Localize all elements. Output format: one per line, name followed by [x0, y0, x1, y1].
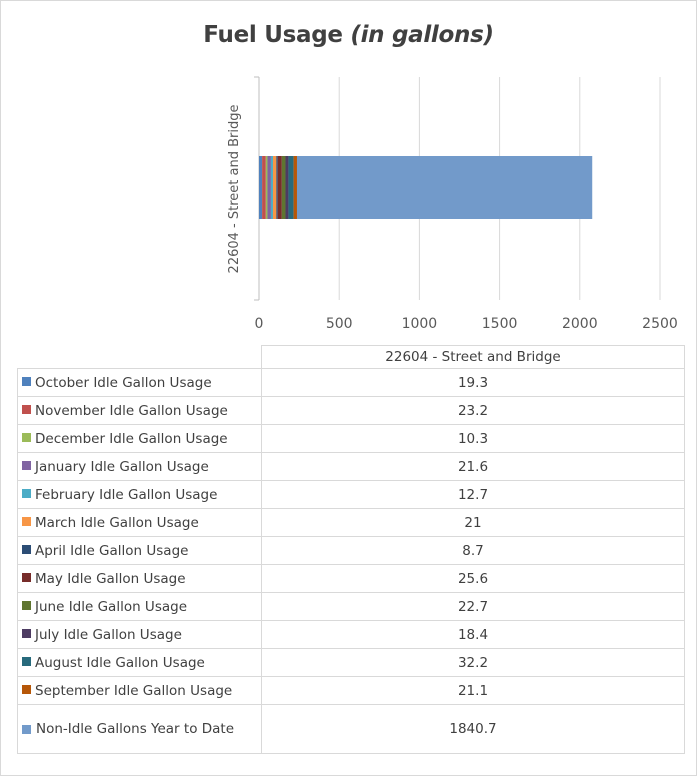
chart-title: Fuel Usage (in gallons) — [0, 22, 697, 48]
series-name-cell: April Idle Gallon Usage — [17, 536, 262, 565]
data-table-row: October Idle Gallon Usage 19.3 — [17, 368, 685, 397]
series-name-cell: October Idle Gallon Usage — [17, 368, 262, 397]
series-name-cell: May Idle Gallon Usage — [17, 564, 262, 593]
data-table-row: March Idle Gallon Usage 21 — [17, 508, 685, 537]
header-blank-cell — [17, 345, 262, 369]
series-name: June Idle Gallon Usage — [35, 598, 187, 615]
series-name: March Idle Gallon Usage — [35, 514, 199, 531]
series-name-cell: February Idle Gallon Usage — [17, 480, 262, 509]
series-name: October Idle Gallon Usage — [35, 374, 212, 391]
legend-swatch — [22, 656, 31, 666]
data-table-row: April Idle Gallon Usage 8.7 — [17, 536, 685, 565]
series-value: 21.1 — [261, 676, 685, 705]
series-value: 12.7 — [261, 480, 685, 509]
series-name-cell: August Idle Gallon Usage — [17, 648, 262, 677]
series-name: December Idle Gallon Usage — [35, 430, 228, 447]
data-table: 22604 - Street and Bridge October Idle G… — [17, 345, 685, 754]
x-tick-label: 2000 — [562, 316, 598, 332]
bar-segment — [281, 156, 286, 219]
series-value: 23.2 — [261, 396, 685, 425]
series-name-cell: September Idle Gallon Usage — [17, 676, 262, 705]
legend-swatch — [22, 488, 31, 498]
legend-swatch — [22, 684, 31, 694]
legend-swatch — [22, 516, 31, 526]
header-category: 22604 - Street and Bridge — [261, 345, 685, 369]
legend-swatch — [22, 460, 31, 470]
series-value: 21.6 — [261, 452, 685, 481]
series-value: 21 — [261, 508, 685, 537]
series-name: July Idle Gallon Usage — [35, 626, 182, 643]
series-value: 32.2 — [261, 648, 685, 677]
data-table-row: January Idle Gallon Usage 21.6 — [17, 452, 685, 481]
series-name-cell: January Idle Gallon Usage — [17, 452, 262, 481]
legend-swatch — [22, 572, 31, 582]
bar-segment — [272, 156, 277, 219]
series-name-cell: July Idle Gallon Usage — [17, 620, 262, 649]
series-name: May Idle Gallon Usage — [35, 570, 186, 587]
series-name: April Idle Gallon Usage — [35, 542, 189, 559]
data-table-row: June Idle Gallon Usage 22.7 — [17, 592, 685, 621]
bar-segment — [296, 156, 593, 219]
series-value: 22.7 — [261, 592, 685, 621]
data-table-header: 22604 - Street and Bridge — [17, 345, 685, 369]
series-value: 19.3 — [261, 368, 685, 397]
series-name-cell: March Idle Gallon Usage — [17, 508, 262, 537]
data-table-row: December Idle Gallon Usage 10.3 — [17, 424, 685, 453]
series-name: February Idle Gallon Usage — [35, 486, 218, 503]
plot-area: 0 500 1000 1500 2000 2500 22604 - Street and … — [227, 76, 678, 332]
data-table-row: Non-Idle Gallons Year to Date 1840.7 — [17, 704, 685, 754]
series-value: 8.7 — [261, 536, 685, 565]
data-table-row: September Idle Gallon Usage 21.1 — [17, 676, 685, 705]
bar-segment — [259, 156, 263, 219]
data-table-row: February Idle Gallon Usage 12.7 — [17, 480, 685, 509]
legend-swatch — [22, 725, 31, 734]
legend-swatch — [22, 544, 31, 554]
legend-swatch — [22, 628, 31, 638]
x-tick-label: 0 — [255, 316, 264, 332]
bar-segment — [285, 156, 289, 219]
legend-swatch — [22, 600, 31, 610]
series-value: 10.3 — [261, 424, 685, 453]
series-name: August Idle Gallon Usage — [35, 654, 205, 671]
chart-title-main: Fuel Usage — [203, 22, 343, 48]
series-name-cell: November Idle Gallon Usage — [17, 396, 262, 425]
bar-segment — [262, 156, 266, 219]
series-name-cell: December Idle Gallon Usage — [17, 424, 262, 453]
x-tick-label: 1500 — [482, 316, 518, 332]
series-value: 1840.7 — [261, 704, 685, 754]
chart-title-suffix: (in gallons) — [350, 22, 494, 48]
series-name-cell: June Idle Gallon Usage — [17, 592, 262, 621]
x-tick-label: 500 — [326, 316, 353, 332]
x-tick-labels: 0 500 1000 1500 2000 2500 — [255, 316, 678, 332]
bar-segment — [293, 156, 297, 219]
legend-swatch — [22, 376, 31, 386]
bar-segment — [277, 156, 282, 219]
data-table-row: May Idle Gallon Usage 25.6 — [17, 564, 685, 593]
bar-segment — [288, 156, 294, 219]
series-name: September Idle Gallon Usage — [35, 682, 233, 699]
series-name-cell: Non-Idle Gallons Year to Date — [17, 704, 262, 754]
x-tick-label: 2500 — [642, 316, 678, 332]
x-tick-label: 1000 — [402, 316, 438, 332]
legend-swatch — [22, 432, 31, 442]
y-category-label: 22604 - Street and Bridge — [227, 105, 242, 274]
series-name: January Idle Gallon Usage — [35, 458, 209, 475]
bar-segment — [265, 156, 268, 219]
data-table-row: July Idle Gallon Usage 18.4 — [17, 620, 685, 649]
series-name: November Idle Gallon Usage — [35, 402, 228, 419]
series-value: 25.6 — [261, 564, 685, 593]
bar-segments — [259, 156, 593, 219]
bar-segment — [270, 156, 273, 219]
bar-segment — [276, 156, 278, 219]
legend-swatch — [22, 404, 31, 414]
series-value: 18.4 — [261, 620, 685, 649]
series-name: Non-Idle Gallons Year to Date — [35, 721, 235, 737]
data-table-row: August Idle Gallon Usage 32.2 — [17, 648, 685, 677]
bar-segment — [267, 156, 271, 219]
data-table-row: November Idle Gallon Usage 23.2 — [17, 396, 685, 425]
